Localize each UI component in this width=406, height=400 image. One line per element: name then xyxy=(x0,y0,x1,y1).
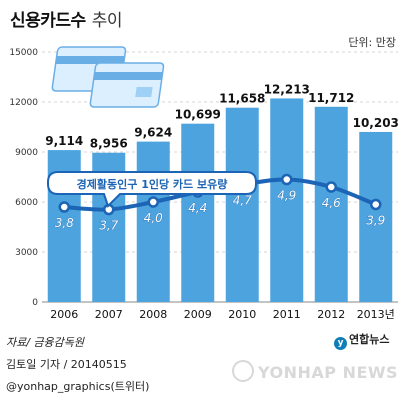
line-value-label: 3,9 xyxy=(366,214,385,228)
line-value-label: 4,9 xyxy=(277,189,296,203)
line-value-label: 3,8 xyxy=(55,216,74,230)
watermark: YONHAP NEWS xyxy=(232,360,398,382)
x-tick-label: 2013년 xyxy=(357,308,395,321)
bar xyxy=(181,123,215,302)
bar xyxy=(136,141,170,302)
x-tick-label: 2012 xyxy=(317,308,345,321)
twitter-label: @yonhap_graphics(트위터) xyxy=(6,380,150,393)
x-tick-label: 2006 xyxy=(50,308,78,321)
title-main: 신용카드수 xyxy=(10,11,86,31)
title-sub: 추이 xyxy=(91,11,123,31)
line-point xyxy=(325,181,337,193)
y-tick-label: 9000 xyxy=(15,148,38,158)
bar-value-label: 10,203 xyxy=(353,116,399,130)
x-tick-label: 2009 xyxy=(184,308,212,321)
x-tick-label: 2010 xyxy=(228,308,256,321)
legend-label: 경제활동인구 1인당 카드 보유량 xyxy=(77,177,228,191)
credit-card-illustration xyxy=(51,46,165,108)
line-value-labels: 3,8 3,7 4,0 4,4 4,7 4,9 4,6 3,9 xyxy=(54,188,385,233)
line-point xyxy=(281,173,293,186)
bar-value-label: 11,712 xyxy=(308,91,354,105)
bar xyxy=(225,107,259,302)
source-label: 자료/ 금융감독원 xyxy=(6,336,85,349)
bar-value-label: 9,624 xyxy=(134,126,172,140)
line-value-label: 4,7 xyxy=(233,194,252,208)
line-value-label: 4,4 xyxy=(188,201,207,215)
line-value-label: 4,0 xyxy=(144,211,163,225)
y-tick-label: 15000 xyxy=(9,48,38,58)
line-point xyxy=(370,198,382,211)
line-point xyxy=(58,201,70,213)
chart-title: 신용카드수 추이 xyxy=(10,6,122,31)
bar xyxy=(314,106,348,302)
unit-label: 단위: 만장 xyxy=(348,36,396,49)
bar-series xyxy=(47,98,393,302)
bar-value-label: 11,658 xyxy=(219,92,265,106)
footer: 자료/ 금융감독원 김토일 기자 / 20140515 @yonhap_grap… xyxy=(6,332,149,398)
x-tick-label: 2011 xyxy=(273,308,301,321)
bar xyxy=(270,98,304,302)
line-value-label: 3,7 xyxy=(99,219,118,233)
x-tick-label: 2007 xyxy=(95,308,123,321)
y-tick-labels: 0 3000 6000 9000 12000 15000 xyxy=(9,48,38,308)
bar-value-label: 8,956 xyxy=(90,137,128,151)
x-tick-labels: 2006 2007 2008 2009 2010 2011 2012 2013년 xyxy=(50,308,395,321)
y-tick-label: 6000 xyxy=(15,198,38,208)
x-tick-label: 2008 xyxy=(139,308,167,321)
credit-label: 김토일 기자 / 20140515 xyxy=(6,358,127,371)
agency-logo-icon: y xyxy=(334,337,347,350)
agency-logo: y 연합뉴스 xyxy=(334,331,389,350)
watermark-text: YONHAP NEWS xyxy=(258,363,399,382)
bar xyxy=(359,131,393,302)
agency-name: 연합뉴스 xyxy=(349,333,390,346)
bar-value-label: 10,699 xyxy=(175,108,221,122)
bar-value-label: 12,213 xyxy=(264,82,310,96)
y-tick-label: 3000 xyxy=(15,248,38,258)
line-value-label: 4,6 xyxy=(322,196,341,210)
watermark-icon xyxy=(232,360,254,382)
y-tick-label: 12000 xyxy=(9,98,38,108)
line-series-legend: 경제활동인구 1인당 카드 보유량 xyxy=(47,171,257,208)
bar-value-label: 9,114 xyxy=(45,134,83,148)
line-point xyxy=(147,196,159,208)
y-tick-label: 0 xyxy=(32,298,38,308)
